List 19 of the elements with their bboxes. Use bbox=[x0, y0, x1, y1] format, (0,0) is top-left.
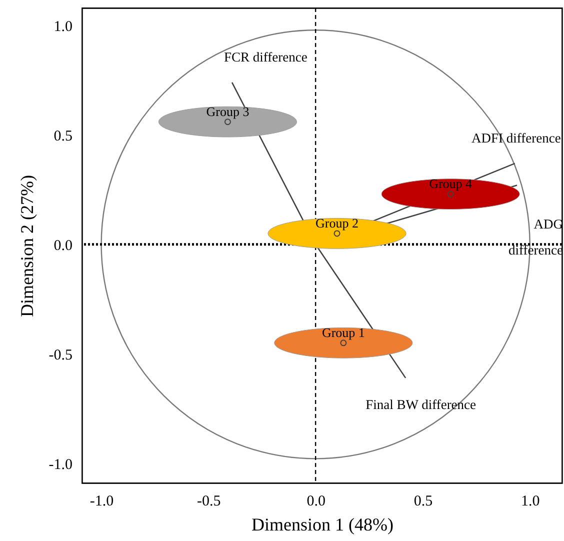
series-label: Group 4 bbox=[429, 176, 473, 192]
annotation: Final BW difference bbox=[366, 396, 476, 412]
x-tick-label: -0.5 bbox=[197, 494, 221, 510]
series-label: Group 1 bbox=[322, 324, 365, 340]
annotation: FCR difference bbox=[224, 49, 308, 64]
y-tick-label: -1.0 bbox=[48, 456, 72, 473]
x-tick-label: -1.0 bbox=[90, 494, 114, 510]
y-tick-label: 1.0 bbox=[54, 19, 72, 36]
x-tick-label: 0.0 bbox=[306, 494, 326, 510]
y-axis-title: Dimension 2 (27%) bbox=[16, 175, 37, 317]
y-tick-label: 0.0 bbox=[54, 238, 72, 254]
x-axis-title: Dimension 1 (48%) bbox=[252, 514, 394, 534]
series-label: Group 2 bbox=[316, 215, 358, 230]
x-tick-label: 0.5 bbox=[414, 494, 433, 510]
series-label: Group 3 bbox=[206, 104, 250, 119]
y-tick-label: 0.5 bbox=[54, 128, 72, 144]
x-tick-label: 1.0 bbox=[520, 494, 540, 510]
y-tick-label: -0.5 bbox=[48, 347, 72, 364]
annotation: ADFI difference bbox=[472, 130, 561, 146]
